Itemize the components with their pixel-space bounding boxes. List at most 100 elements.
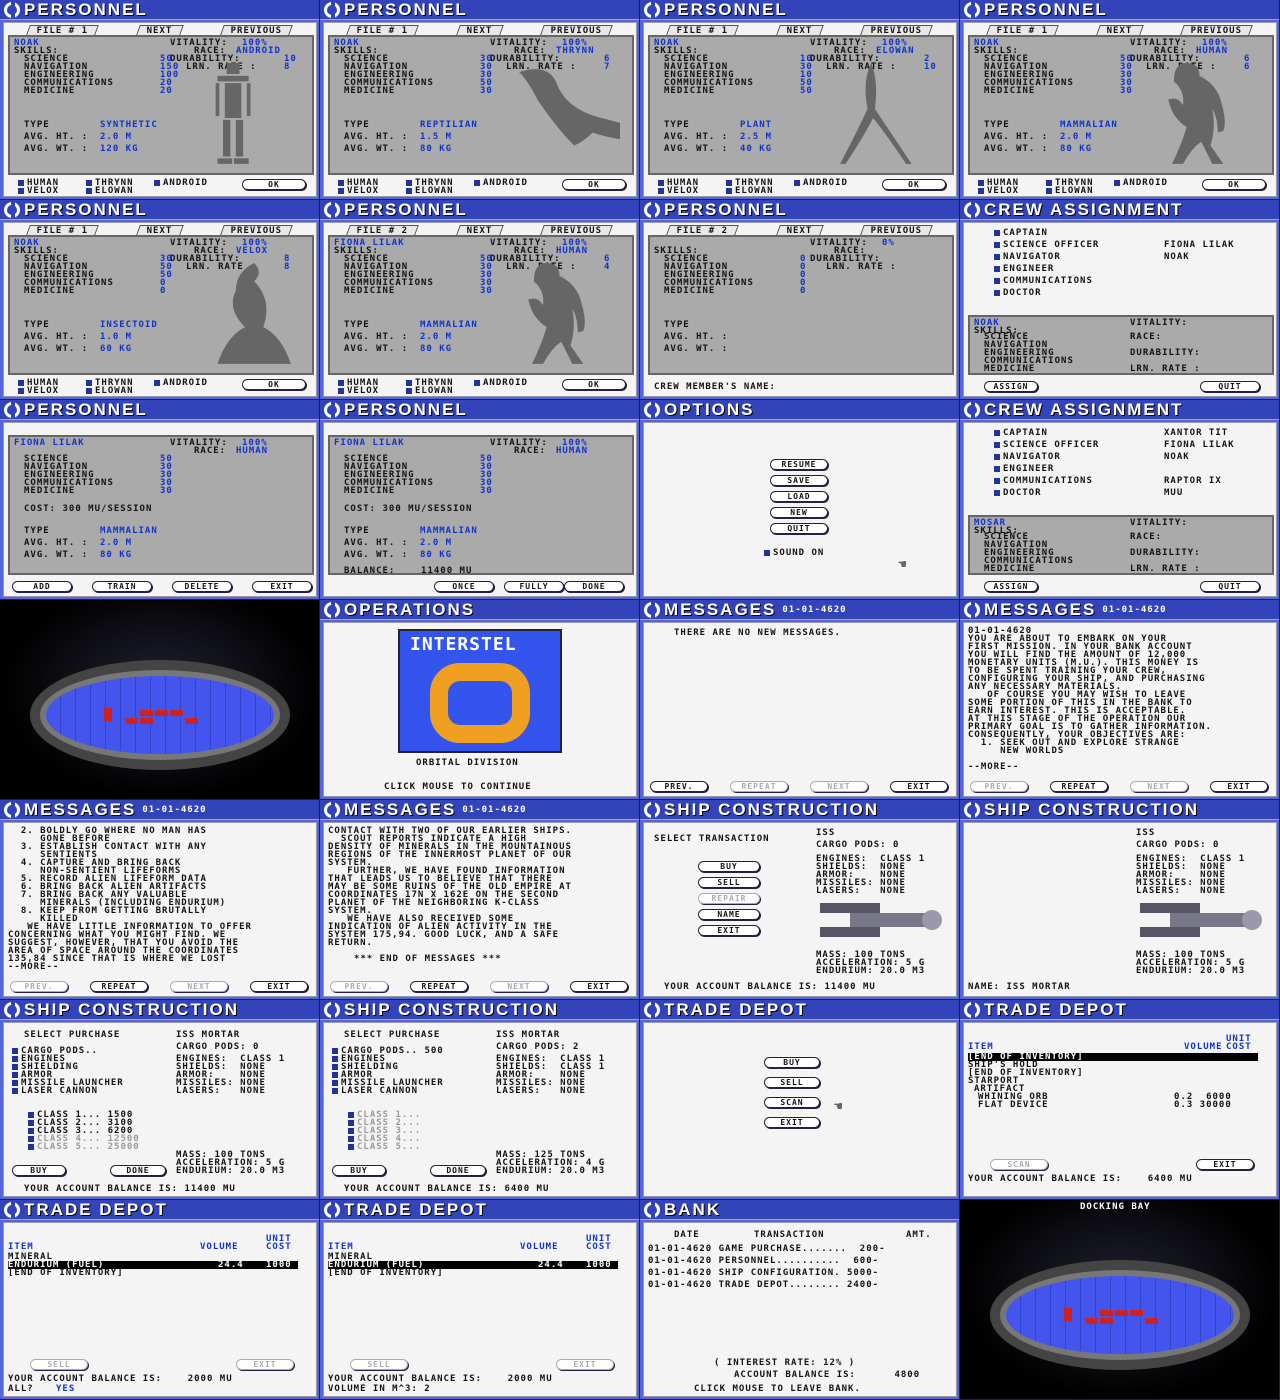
position-4[interactable]: COMMUNICATIONS (994, 477, 1093, 486)
race-option-android[interactable]: ANDROID (794, 179, 848, 188)
race-option-android[interactable]: ANDROID (154, 379, 208, 388)
tab-next[interactable]: NEXT (456, 225, 504, 236)
assign-button[interactable]: ASSIGN (984, 581, 1038, 592)
delete-button[interactable]: DELETE (172, 581, 232, 592)
class-option[interactable]: CLASS 5... (348, 1143, 421, 1152)
race-option-human[interactable]: HUMAN (658, 179, 699, 188)
race-option-human[interactable]: HUMAN (18, 179, 59, 188)
position-2[interactable]: NAVIGATOR (994, 253, 1061, 262)
tab-file[interactable]: FILE # 2 (346, 225, 420, 236)
once-button[interactable]: ONCE (434, 581, 494, 592)
race-option-android[interactable]: ANDROID (474, 179, 528, 188)
tab-file[interactable]: FILE # 1 (986, 25, 1060, 36)
class-option[interactable]: CLASS 4... 12500 (28, 1135, 140, 1144)
race-option-android[interactable]: ANDROID (474, 379, 528, 388)
option-new-button[interactable]: NEW (770, 507, 828, 518)
position-1[interactable]: SCIENCE OFFICER (994, 241, 1099, 250)
repeat-button[interactable]: REPEAT (90, 981, 148, 992)
race-option-thrynn[interactable]: THRYNN (406, 379, 454, 388)
ship-icon[interactable] (104, 708, 112, 722)
exit-button[interactable]: EXIT (250, 981, 308, 992)
assign-button[interactable]: ASSIGN (984, 381, 1038, 392)
race-option-thrynn[interactable]: THRYNN (406, 179, 454, 188)
done-button[interactable]: DONE (430, 1165, 486, 1176)
tab-previous[interactable]: PREVIOUS (540, 225, 614, 236)
ok-button[interactable]: OK (242, 379, 306, 390)
option-quit-button[interactable]: QUIT (770, 523, 828, 534)
class-option[interactable]: CLASS 3... 6200 (28, 1127, 133, 1136)
fully-button[interactable]: FULLY (504, 581, 564, 592)
position-3[interactable]: ENGINEER (994, 265, 1054, 274)
position-0[interactable]: CAPTAIN (994, 429, 1048, 438)
sound-toggle[interactable]: SOUND ON (764, 549, 824, 558)
race-option-velox[interactable]: VELOX (18, 187, 59, 196)
race-option-velox[interactable]: VELOX (338, 187, 379, 196)
tab-file[interactable]: FILE # 1 (666, 25, 740, 36)
race-option-android[interactable]: ANDROID (154, 179, 208, 188)
tab-previous[interactable]: PREVIOUS (540, 25, 614, 36)
purchase-item[interactable]: MISSILE LAUNCHER (12, 1079, 124, 1088)
ok-button[interactable]: OK (882, 179, 946, 190)
trade-scan-button[interactable]: SCAN (764, 1097, 820, 1108)
class-option[interactable]: CLASS 2... (348, 1119, 421, 1128)
tab-next[interactable]: NEXT (776, 25, 824, 36)
race-option-velox[interactable]: VELOX (18, 387, 59, 396)
purchase-item[interactable]: ENGINES (332, 1055, 386, 1064)
race-option-human[interactable]: HUMAN (338, 179, 379, 188)
add-button[interactable]: ADD (12, 581, 72, 592)
done-button[interactable]: DONE (564, 581, 624, 592)
quit-button[interactable]: QUIT (1200, 381, 1260, 392)
exit-button[interactable]: EXIT (252, 581, 312, 592)
purchase-item[interactable]: CARGO PODS.. (12, 1047, 98, 1056)
done-button[interactable]: DONE (110, 1165, 166, 1176)
race-option-elowan[interactable]: ELOWAN (726, 187, 774, 196)
race-option-thrynn[interactable]: THRYNN (726, 179, 774, 188)
tab-file[interactable]: FILE # 1 (26, 25, 100, 36)
transaction-exit-button[interactable]: EXIT (698, 925, 760, 936)
ok-button[interactable]: OK (562, 179, 626, 190)
tab-previous[interactable]: PREVIOUS (1180, 25, 1254, 36)
exit-button[interactable]: EXIT (570, 981, 628, 992)
option-save-button[interactable]: SAVE (770, 475, 828, 486)
ok-button[interactable]: OK (242, 179, 306, 190)
purchase-item[interactable]: SHIELDING (332, 1063, 399, 1072)
prev-button[interactable]: PREV. (650, 781, 708, 792)
class-option[interactable]: CLASS 2... 3100 (28, 1119, 133, 1128)
repeat-button[interactable]: REPEAT (1050, 781, 1108, 792)
class-option[interactable]: CLASS 4... (348, 1135, 421, 1144)
class-option[interactable]: CLASS 5... 25000 (28, 1143, 140, 1152)
position-0[interactable]: CAPTAIN (994, 229, 1048, 238)
ok-button[interactable]: OK (562, 379, 626, 390)
purchase-item[interactable]: LASER CANNON (332, 1087, 418, 1096)
exit-button[interactable]: EXIT (1196, 1159, 1254, 1170)
tab-previous[interactable]: PREVIOUS (220, 25, 294, 36)
tab-next[interactable]: NEXT (776, 225, 824, 236)
race-option-android[interactable]: ANDROID (1114, 179, 1168, 188)
ok-button[interactable]: OK (1202, 179, 1266, 190)
purchase-item[interactable]: ARMOR (332, 1071, 373, 1080)
tab-previous[interactable]: PREVIOUS (860, 225, 934, 236)
position-5[interactable]: DOCTOR (994, 489, 1042, 498)
trade-buy-button[interactable]: BUY (764, 1057, 820, 1068)
transaction-sell-button[interactable]: SELL (698, 877, 760, 888)
purchase-item[interactable]: ENGINES (12, 1055, 66, 1064)
race-option-human[interactable]: HUMAN (978, 179, 1019, 188)
position-2[interactable]: NAVIGATOR (994, 453, 1061, 462)
class-option[interactable]: CLASS 1... (348, 1111, 421, 1120)
race-option-elowan[interactable]: ELOWAN (1046, 187, 1094, 196)
trade-sell-button[interactable]: SELL (764, 1077, 820, 1088)
race-option-elowan[interactable]: ELOWAN (86, 187, 134, 196)
tab-next[interactable]: NEXT (136, 225, 184, 236)
option-resume-button[interactable]: RESUME (770, 459, 828, 470)
purchase-item[interactable]: LASER CANNON (12, 1087, 98, 1096)
transaction-name-button[interactable]: NAME (698, 909, 760, 920)
race-option-elowan[interactable]: ELOWAN (86, 387, 134, 396)
repeat-button[interactable]: REPEAT (410, 981, 468, 992)
race-option-thrynn[interactable]: THRYNN (86, 179, 134, 188)
tab-previous[interactable]: PREVIOUS (220, 225, 294, 236)
quit-button[interactable]: QUIT (1200, 581, 1260, 592)
tab-next[interactable]: NEXT (1096, 25, 1144, 36)
purchase-item[interactable]: ARMOR (12, 1071, 53, 1080)
tab-previous[interactable]: PREVIOUS (860, 25, 934, 36)
purchase-item[interactable]: CARGO PODS.. 500 (332, 1047, 444, 1056)
